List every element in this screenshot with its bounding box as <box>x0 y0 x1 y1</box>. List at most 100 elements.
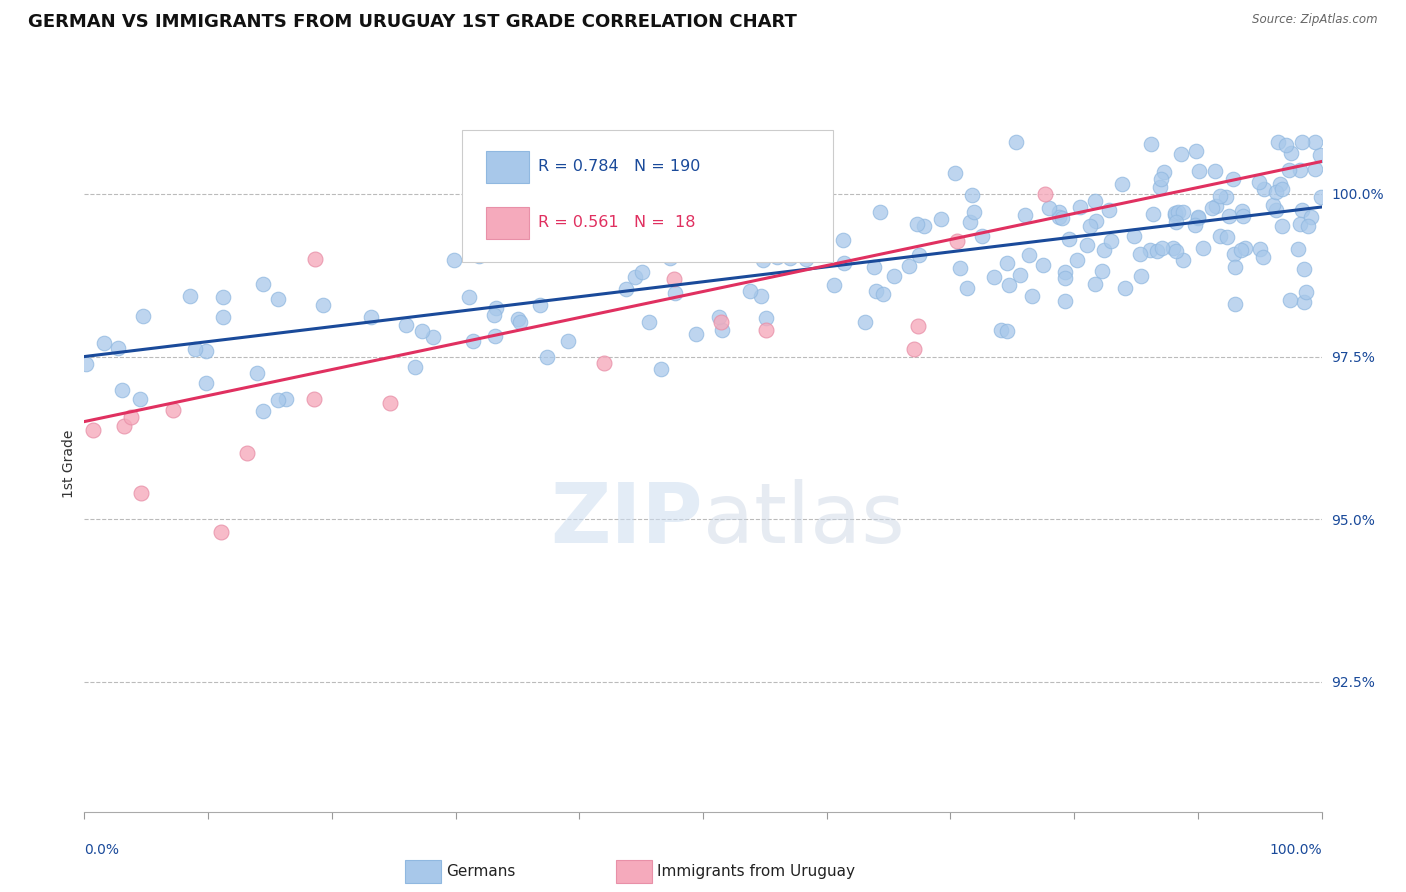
Point <box>484 328 506 343</box>
Text: ZIP: ZIP <box>551 479 703 560</box>
Point <box>236 446 259 460</box>
Point <box>755 323 778 337</box>
Point <box>1066 252 1088 267</box>
Point <box>603 218 626 232</box>
Point <box>1265 185 1288 199</box>
Point <box>75 357 97 371</box>
Point <box>929 212 952 227</box>
Text: R = 0.561   N =  18: R = 0.561 N = 18 <box>538 215 696 230</box>
Point <box>468 249 491 263</box>
Point <box>662 271 685 285</box>
Point <box>742 244 765 259</box>
Point <box>1114 281 1136 295</box>
Point <box>972 228 994 243</box>
Point <box>1084 194 1107 208</box>
Point <box>404 359 426 374</box>
Point <box>212 289 235 303</box>
Point <box>1099 234 1122 248</box>
Point <box>883 269 905 284</box>
Point <box>194 344 217 359</box>
FancyBboxPatch shape <box>486 152 529 184</box>
Point <box>1171 253 1194 268</box>
Point <box>1140 137 1163 152</box>
Point <box>1185 144 1208 158</box>
Point <box>990 323 1012 337</box>
Point <box>955 281 977 295</box>
Point <box>1018 248 1040 262</box>
Point <box>1205 199 1227 213</box>
Point <box>128 392 150 406</box>
Point <box>659 251 682 265</box>
Point <box>1271 182 1294 196</box>
Point <box>995 256 1018 270</box>
Point <box>1267 135 1289 149</box>
Point <box>630 265 652 279</box>
Point <box>898 259 921 273</box>
Point <box>443 252 465 267</box>
Point <box>1209 189 1232 203</box>
Point <box>755 311 778 326</box>
Point <box>1038 201 1060 215</box>
Point <box>872 287 894 301</box>
Point <box>1098 202 1121 217</box>
Point <box>1261 197 1284 211</box>
Point <box>1021 289 1043 303</box>
Point <box>1188 163 1211 178</box>
Point <box>378 395 401 409</box>
Point <box>1294 295 1316 310</box>
Point <box>1204 163 1226 178</box>
Point <box>699 236 721 251</box>
Point <box>869 205 891 219</box>
Point <box>1265 202 1288 217</box>
Point <box>779 252 801 266</box>
Point <box>907 217 929 231</box>
Point <box>1310 190 1333 204</box>
Point <box>1223 297 1246 311</box>
Point <box>482 308 505 322</box>
Point <box>749 289 772 303</box>
Point <box>1069 201 1091 215</box>
Point <box>738 284 761 298</box>
Text: 100.0%: 100.0% <box>1270 843 1322 857</box>
Point <box>132 310 155 324</box>
Point <box>1184 219 1206 233</box>
Point <box>1139 243 1161 257</box>
Point <box>664 286 686 301</box>
Point <box>1215 190 1237 204</box>
Point <box>252 277 274 292</box>
Point <box>179 288 201 302</box>
Point <box>1253 182 1275 196</box>
Point <box>752 253 775 268</box>
Point <box>862 260 884 274</box>
Point <box>908 248 931 262</box>
Point <box>1163 209 1185 223</box>
Point <box>506 311 529 326</box>
Y-axis label: 1st Grade: 1st Grade <box>62 430 76 498</box>
Point <box>1187 211 1209 225</box>
Point <box>1223 260 1246 275</box>
Point <box>1291 135 1313 149</box>
Point <box>267 392 290 407</box>
Point <box>1129 247 1152 261</box>
Point <box>1166 244 1188 259</box>
Point <box>1084 277 1107 291</box>
Point <box>1164 215 1187 229</box>
Point <box>252 404 274 418</box>
Point <box>1233 241 1256 255</box>
Point <box>194 376 217 390</box>
Point <box>1303 162 1326 177</box>
Point <box>274 392 297 406</box>
Point <box>1150 171 1173 186</box>
Point <box>304 252 326 266</box>
Point <box>1303 135 1326 149</box>
Point <box>1170 147 1192 161</box>
Point <box>1092 243 1115 257</box>
Point <box>1187 211 1209 225</box>
Point <box>1216 230 1239 244</box>
Point <box>509 316 531 330</box>
Point <box>794 252 817 267</box>
Point <box>943 166 966 180</box>
Point <box>246 366 269 380</box>
Point <box>1278 162 1301 177</box>
Point <box>983 269 1005 284</box>
